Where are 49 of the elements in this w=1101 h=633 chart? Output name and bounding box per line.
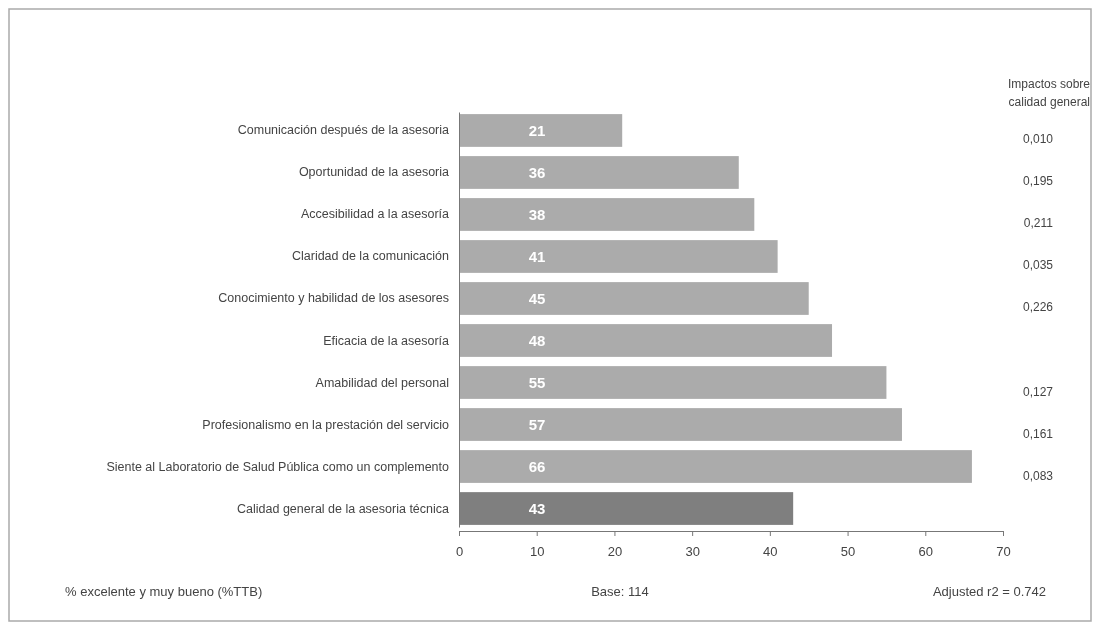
bar: [459, 156, 739, 189]
x-tick-label: 40: [763, 543, 778, 559]
text: % excelente y muy bueno (%TTB): [65, 584, 263, 599]
x-tick-label: 30: [685, 543, 700, 559]
y-tick-label: Amabilidad del personal: [315, 375, 449, 390]
text: 0,226: [1022, 300, 1054, 315]
y-tick-label: Accesibilidad a la asesoría: [301, 207, 450, 222]
data-label: 66: [528, 457, 546, 475]
x-tick-label: 50: [840, 543, 856, 559]
x-tick-label: 10: [529, 543, 545, 559]
text: Base: 114: [591, 584, 649, 599]
data-label: 21: [528, 121, 546, 139]
bar: [459, 366, 887, 399]
text: 0,211: [1023, 216, 1054, 231]
bar: [459, 198, 755, 231]
y-tick-label: Profesionalismo en la prestación del servicio: [202, 417, 450, 432]
text: 0,127: [1022, 384, 1054, 399]
y-tick-label: Oportunidad de la asesoria: [298, 165, 450, 180]
bar: [459, 114, 623, 147]
y-tick-label: Eficacia de la asesoría: [323, 333, 450, 348]
bar: [459, 408, 902, 441]
y-tick-label: Conocimiento y habilidad de los asesores: [218, 291, 449, 306]
data-label: 55: [528, 373, 546, 391]
bar: [459, 324, 833, 357]
y-tick-label: Calidad general de la asesoria técnica: [237, 501, 450, 516]
data-label: 43: [528, 499, 546, 517]
text: 0,010: [1022, 132, 1054, 147]
data-label: 38: [528, 205, 546, 223]
text: Adjusted r2 = 0.742: [932, 584, 1046, 599]
x-tick-label: 60: [918, 543, 934, 559]
text: 0,035: [1022, 258, 1054, 273]
data-label: 41: [528, 247, 546, 265]
x-tick-label: 70: [996, 543, 1011, 559]
data-label: 36: [528, 163, 546, 181]
text: Impactos sobre calidad general: [1007, 77, 1091, 109]
text: 0,195: [1022, 174, 1054, 189]
y-tick-label: Claridad de la comunicación: [291, 249, 450, 264]
bar: [459, 240, 778, 273]
data-label: 45: [528, 289, 546, 307]
bar: [459, 450, 972, 483]
text: 0,161: [1022, 426, 1054, 441]
y-tick-label: Comunicación después de la asesoria: [237, 123, 450, 138]
x-tick-label: 0: [455, 543, 464, 559]
text: 0,083: [1022, 468, 1054, 483]
x-tick-label: 20: [607, 543, 623, 559]
y-tick-label: Siente al Laboratorio de Salud Pública como un complemento: [106, 459, 450, 474]
data-label: 57: [528, 415, 546, 433]
bar: [459, 282, 809, 315]
data-label: 48: [528, 331, 546, 349]
